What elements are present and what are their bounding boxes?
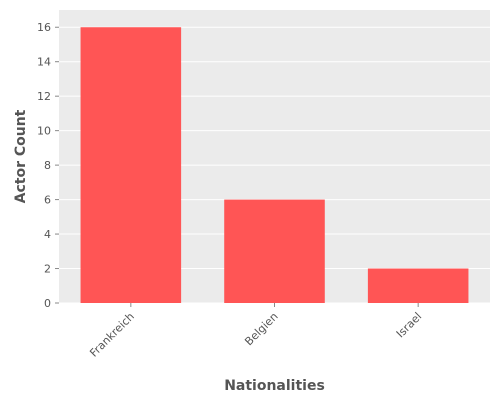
y-tick-label: 14 [37, 56, 51, 69]
x-tick-label-belgien: Belgien [242, 310, 280, 348]
x-tick-label-frankreich: Frankreich [87, 310, 137, 360]
y-axis-title: Actor Count [13, 109, 29, 203]
y-tick-label: 6 [44, 194, 51, 207]
bar-belgien [224, 199, 325, 303]
bar-frankreich [80, 27, 182, 304]
y-axis-ticks: 0 2 4 6 8 10 12 14 16 [37, 21, 59, 310]
x-tick-label-israel: Israel [394, 310, 424, 340]
y-tick-label: 16 [37, 21, 51, 34]
bar-israel [367, 268, 469, 303]
y-tick-label: 0 [44, 297, 51, 310]
x-axis-title: Nationalities [224, 378, 325, 394]
bars [80, 27, 469, 304]
y-tick-label: 8 [44, 159, 51, 172]
y-tick-label: 4 [44, 228, 51, 241]
y-tick-label: 2 [44, 263, 51, 276]
x-axis-ticks: Frankreich Belgien Israel [87, 303, 424, 360]
y-tick-label: 10 [37, 125, 51, 138]
y-tick-label: 12 [37, 90, 51, 103]
